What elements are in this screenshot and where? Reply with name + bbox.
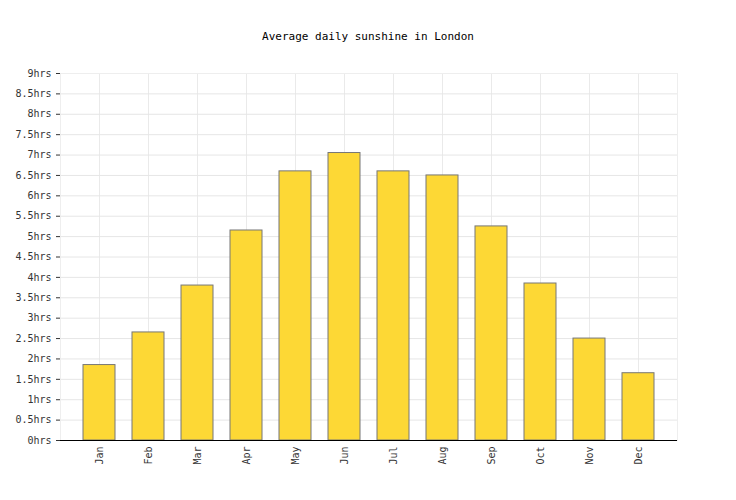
svg-text:6hrs: 6hrs [27,190,51,201]
svg-text:Nov: Nov [584,447,595,465]
svg-text:3.5hrs: 3.5hrs [15,292,51,303]
svg-text:0hrs: 0hrs [27,435,51,446]
svg-text:2.5hrs: 2.5hrs [15,333,51,344]
svg-text:8hrs: 8hrs [27,108,51,119]
svg-text:7hrs: 7hrs [27,149,51,160]
svg-text:Jan: Jan [94,447,105,465]
svg-text:Jul: Jul [388,447,399,465]
svg-text:Sep: Sep [486,447,497,465]
svg-text:May: May [290,447,301,465]
svg-text:3hrs: 3hrs [27,312,51,323]
svg-text:4.5hrs: 4.5hrs [15,251,51,262]
svg-text:Dec: Dec [633,447,644,465]
svg-text:1hrs: 1hrs [27,394,51,405]
svg-text:Feb: Feb [143,447,154,465]
svg-text:7.5hrs: 7.5hrs [15,129,51,140]
svg-text:Jun: Jun [339,447,350,465]
svg-text:Aug: Aug [437,447,448,465]
svg-text:0.5hrs: 0.5hrs [15,414,51,425]
html-text:Average daily sunshine in Lond: Average daily sunshine in London [262,30,474,43]
svg-text:Apr: Apr [241,447,252,465]
svg-text:5hrs: 5hrs [27,231,51,242]
svg-text:4hrs: 4hrs [27,272,51,283]
svg-text:9hrs: 9hrs [27,68,51,79]
svg-text:2hrs: 2hrs [27,353,51,364]
svg-text:1.5hrs: 1.5hrs [15,374,51,385]
svg-text:8.5hrs: 8.5hrs [15,88,51,99]
svg-text:6.5hrs: 6.5hrs [15,170,51,181]
svg-text:5.5hrs: 5.5hrs [15,210,51,221]
svg-text:Oct: Oct [535,447,546,465]
svg-text:Mar: Mar [192,447,203,465]
